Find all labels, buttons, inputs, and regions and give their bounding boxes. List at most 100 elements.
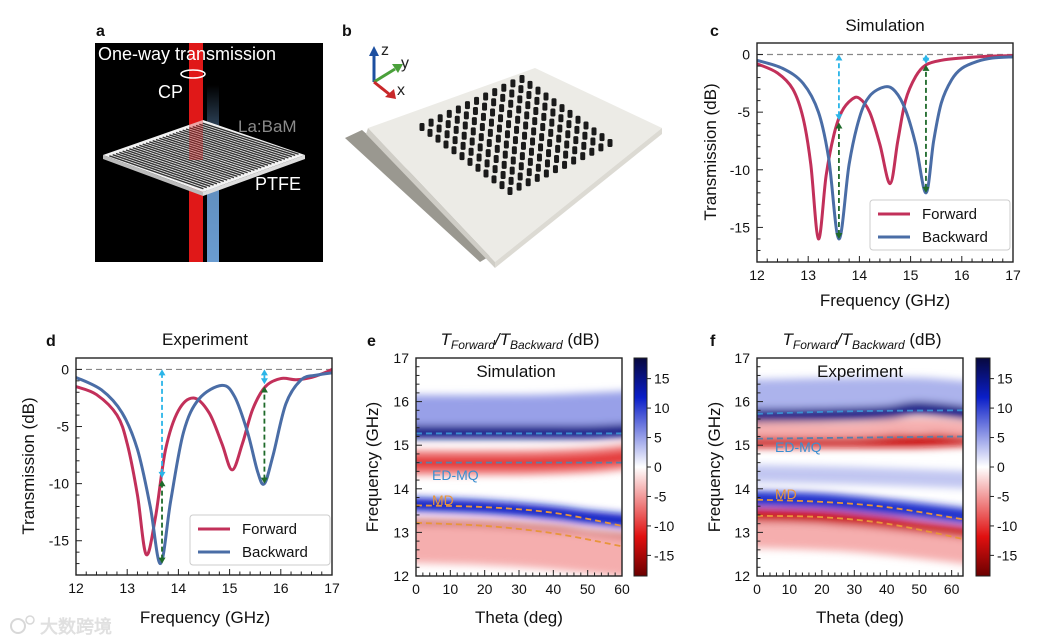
- pillar: [549, 118, 555, 127]
- pillar: [526, 168, 532, 177]
- pillar: [558, 114, 564, 123]
- pillar: [509, 166, 515, 175]
- pillar: [499, 181, 505, 190]
- axis-y-label: y: [401, 55, 409, 72]
- positive-contrast-band: [416, 497, 622, 527]
- pillar: [541, 112, 547, 121]
- pillar: [534, 96, 540, 105]
- pillar: [544, 159, 550, 168]
- pillar: [470, 127, 476, 136]
- pillar: [428, 118, 434, 127]
- colorbar-tick-label: 10: [654, 400, 670, 416]
- schematic-title: One-way transmission: [98, 44, 276, 64]
- x-tick-label: 60: [614, 581, 630, 597]
- positive-contrast-band: [757, 491, 963, 524]
- pillar: [554, 155, 560, 163]
- pillar: [499, 104, 505, 113]
- chart-f-xlabel: Theta (deg): [816, 608, 904, 627]
- cyan-double-arrow: [158, 369, 166, 478]
- axis-z-label: z: [381, 42, 389, 59]
- pillar: [524, 111, 530, 120]
- legend-label-backward: Backward: [922, 229, 988, 246]
- pillar: [565, 130, 571, 139]
- green-double-arrow: [922, 64, 930, 193]
- pillar: [461, 131, 467, 140]
- heatmap-inset-label: Experiment: [817, 362, 903, 381]
- colorbar-tick-label: -15: [997, 547, 1017, 563]
- plate-pillar-row: [189, 127, 286, 160]
- metasurface-plate: [103, 120, 305, 196]
- pillar: [504, 130, 510, 139]
- pillar: [502, 150, 508, 159]
- pillar: [510, 156, 516, 165]
- x-tick-label: 15: [903, 267, 919, 283]
- arrow-head: [158, 557, 166, 564]
- x-tick-label: 14: [852, 267, 868, 283]
- plate-pillar-row: [115, 152, 211, 187]
- pillar: [525, 178, 531, 187]
- y-tick-label: 16: [393, 394, 409, 410]
- pillar: [510, 79, 516, 88]
- plate-pillar-row: [142, 143, 238, 178]
- pillar: [535, 86, 541, 95]
- pillar: [532, 117, 538, 126]
- colorbar-tick-label: 5: [654, 430, 662, 446]
- plate-pillar-row: [185, 128, 282, 162]
- colorbar-tick-label: 15: [654, 371, 670, 387]
- x-tick-label: 10: [443, 581, 459, 597]
- pillar: [507, 187, 513, 195]
- pillar: [520, 141, 526, 150]
- pillar: [446, 109, 452, 118]
- y-tick-label: 12: [734, 568, 750, 584]
- colorbar: 15 10 5 0 -5 -10 -15: [633, 357, 674, 577]
- mode-dashed-line-md: [416, 521, 622, 548]
- arrow-head: [835, 232, 843, 239]
- pillar: [515, 115, 521, 124]
- pillar: [516, 182, 522, 191]
- pillar: [476, 153, 482, 162]
- pillar: [488, 118, 494, 127]
- pillar: [455, 105, 461, 114]
- pillar: [485, 149, 491, 158]
- pillar: [533, 107, 539, 115]
- mode-dashed-line-md: [757, 498, 963, 521]
- pillar: [492, 88, 498, 97]
- watermark-text: 大数跨境: [40, 616, 112, 637]
- pillar: [487, 128, 493, 137]
- mode-dashed-line-md: [416, 504, 622, 527]
- plate-pillar-row: [165, 135, 262, 169]
- plate-pillar-row: [112, 154, 208, 189]
- chart-e-title: TForward/TBackward (dB): [440, 330, 599, 352]
- x-tick-label: 15: [222, 580, 238, 596]
- arrow-head: [158, 471, 166, 478]
- arrow-head: [922, 57, 930, 64]
- pillar: [463, 111, 469, 120]
- y-tick-label: -10: [49, 476, 69, 492]
- pillar: [468, 147, 474, 156]
- x-tick-label: 20: [814, 581, 830, 597]
- pillar: [509, 89, 515, 98]
- plate-pillar-row: [182, 129, 279, 163]
- arrow-head: [158, 480, 166, 487]
- mode-dashed-line-gray: [757, 435, 963, 440]
- chart-c-xlabel: Frequency (GHz): [820, 291, 950, 310]
- plate-pillar-row: [179, 130, 276, 164]
- pillar: [477, 143, 483, 152]
- pillar: [556, 134, 562, 143]
- colorbar-tick-label: 0: [654, 459, 662, 475]
- panel-label-e: e: [367, 333, 376, 350]
- heatmap-inset-label: Simulation: [476, 362, 555, 381]
- colorbar-tick-label: 10: [997, 400, 1013, 416]
- pillar: [496, 124, 502, 133]
- plate-pillar-row: [109, 155, 204, 190]
- plate-pillar-row: [132, 147, 228, 181]
- arrow-head: [835, 122, 843, 129]
- pillar: [599, 133, 605, 142]
- y-tick-label: -15: [730, 219, 750, 235]
- panel-label-a: a: [96, 23, 105, 40]
- pillar: [508, 99, 514, 108]
- plate-pillar-row: [149, 141, 245, 175]
- pillar: [508, 176, 514, 185]
- legend: Forward Backward: [189, 514, 331, 566]
- negative-contrast-band: [757, 417, 963, 438]
